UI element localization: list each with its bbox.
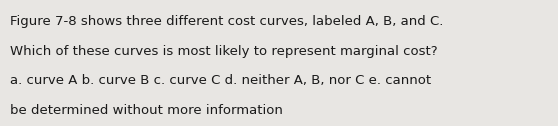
Text: be determined without more information: be determined without more information — [10, 104, 283, 117]
Text: a. curve A b. curve B c. curve C d. neither A, B, nor C e. cannot: a. curve A b. curve B c. curve C d. neit… — [10, 74, 431, 87]
Text: Which of these curves is most likely to represent marginal cost?: Which of these curves is most likely to … — [10, 45, 437, 58]
Text: Figure 7-8 shows three different cost curves, labeled A, B, and C.: Figure 7-8 shows three different cost cu… — [10, 15, 444, 28]
